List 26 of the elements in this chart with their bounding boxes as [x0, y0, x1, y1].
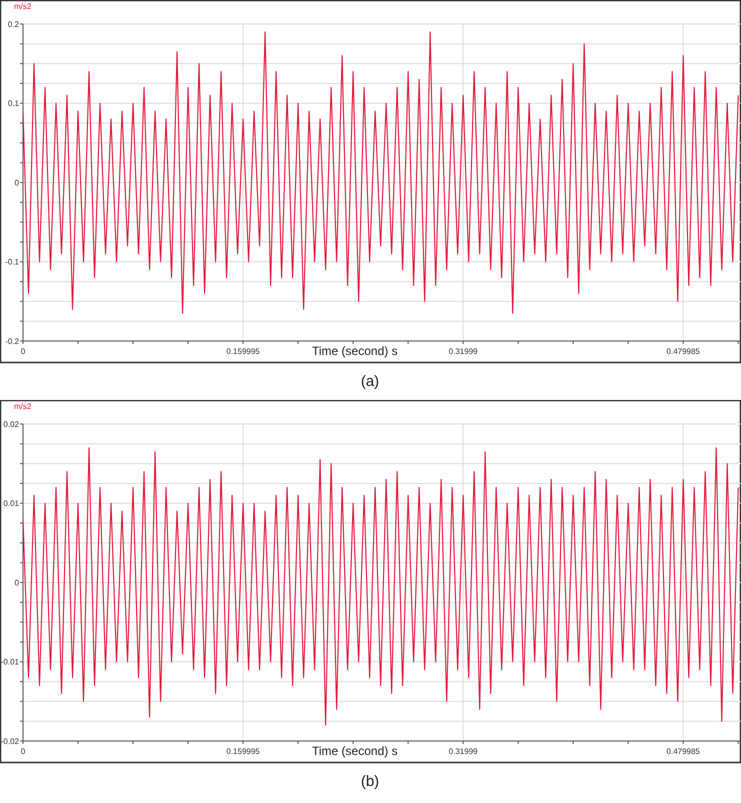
- x-tick-label: 0.479985: [666, 347, 700, 356]
- y-tick-label: -0.02: [0, 736, 20, 746]
- y-tick-label: -0.01: [0, 658, 20, 667]
- x-tick-label: 0.479985: [666, 747, 700, 756]
- y-tick-label: 0.02: [3, 420, 20, 429]
- x-tick-label: 0.159995: [226, 347, 260, 356]
- line-series: [23, 447, 739, 726]
- x-tick-label: 0.159995: [226, 747, 260, 756]
- x-tick-label: 0.31999: [448, 347, 478, 356]
- x-tick-label: 0: [20, 747, 26, 756]
- y-axis-title: m/s2: [14, 2, 32, 11]
- y-tick-label: 0: [14, 578, 20, 588]
- line-series: [23, 31, 739, 314]
- x-axis-title: Time (second) s: [312, 744, 398, 758]
- x-tick-label: 0.31999: [448, 747, 478, 756]
- text: (b): [360, 773, 380, 790]
- y-axis-title: m/s2: [14, 402, 32, 411]
- y-tick-label: 0.1: [8, 99, 20, 108]
- y-tick-label: -0.1: [5, 258, 20, 267]
- x-axis-title: Time (second) s: [312, 344, 398, 358]
- y-tick-label: -0.2: [5, 336, 20, 346]
- x-tick-label: 0: [20, 347, 26, 356]
- y-tick-label: 0.2: [8, 20, 20, 29]
- text: (a): [360, 373, 380, 390]
- y-tick-label: 0.01: [3, 499, 20, 508]
- y-tick-label: 0: [14, 178, 20, 188]
